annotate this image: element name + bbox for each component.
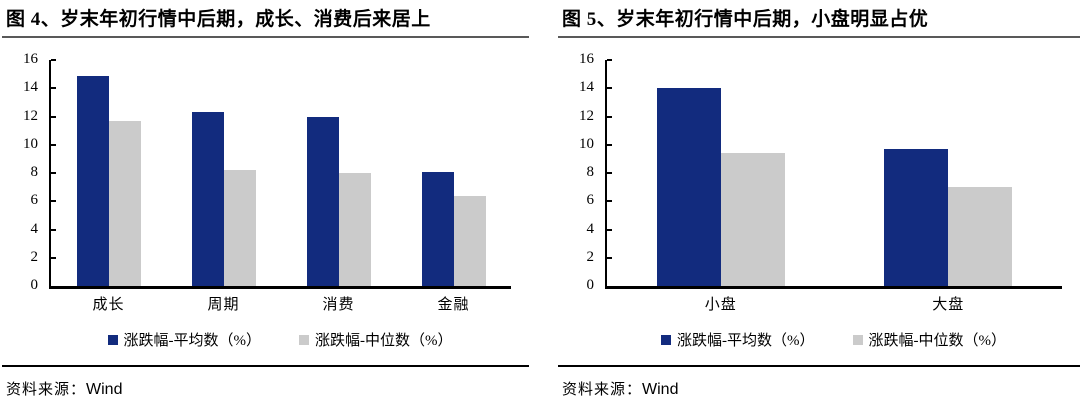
y-tick-mark (51, 59, 56, 61)
y-tick-label: 2 (30, 248, 39, 265)
source-name: Wind (642, 381, 679, 398)
bar-median (108, 120, 141, 286)
y-tick-mark (51, 200, 56, 203)
bar-group (421, 60, 486, 286)
bar-mean (76, 75, 109, 286)
category-label: 小盘 (704, 297, 737, 313)
y-tick-label: 6 (30, 192, 39, 209)
y-tick-label: 10 (23, 135, 38, 152)
bar-median (453, 195, 486, 286)
bar-group (76, 60, 141, 286)
source-name: Wind (86, 381, 123, 398)
category-label: 周期 (207, 297, 240, 313)
legend-label: 涨跌幅-平均数（%） (677, 333, 815, 349)
y-tick-label: 0 (586, 277, 595, 293)
figure-4-panel: 图 4、岁末年初行情中后期，成长、消费后来居上 0 2 4 6 8 10 12 14 16 成长 周… (2, 0, 529, 399)
title-divider (2, 36, 529, 38)
y-tick-label: 14 (579, 79, 594, 96)
figure-title: 图 4、岁末年初行情中后期，成长、消费后来居上 (6, 9, 431, 30)
source-note: 资料来源：Wind (562, 378, 1080, 399)
bar-median (223, 170, 256, 286)
bar-mean (884, 149, 949, 286)
bar-mean (656, 88, 721, 286)
bar-median (720, 153, 785, 286)
y-tick-label: 12 (579, 107, 594, 124)
bar-group (884, 60, 1013, 286)
source-divider (558, 365, 1080, 367)
legend-marker-icon (661, 334, 671, 345)
y-tick-label: 8 (586, 164, 595, 180)
bar-chart: 0 2 4 6 8 10 12 14 16 成长 周期 消费 金融 (23, 52, 511, 313)
y-tick-mark (607, 143, 612, 146)
y-tick-mark (51, 143, 56, 146)
legend-item: 涨跌幅-中位数（%） (299, 329, 453, 350)
y-tick-mark (51, 172, 56, 174)
y-tick-label: 2 (586, 248, 595, 265)
y-tick-mark (607, 200, 612, 203)
legend-marker-icon (852, 334, 863, 345)
y-tick-label: 12 (23, 107, 38, 124)
y-tick-label: 4 (586, 220, 595, 237)
category-label: 消费 (322, 297, 355, 313)
source-note: 资料来源：Wind (6, 378, 529, 399)
y-tick-label: 16 (579, 51, 594, 67)
plot-area: 0 2 4 6 8 10 12 14 16 小盘 大盘 (579, 52, 1062, 313)
y-tick-mark (51, 256, 56, 259)
figure-title: 图 5、岁末年初行情中后期，小盘明显占优 (562, 9, 929, 30)
y-tick-label: 4 (30, 220, 39, 237)
category-label: 大盘 (932, 297, 965, 313)
bar-mean (421, 171, 454, 286)
bar-median (948, 187, 1013, 286)
chart-legend: 涨跌幅-平均数（%） 涨跌幅-中位数（%） (49, 329, 511, 350)
chart-legend: 涨跌幅-平均数（%） 涨跌幅-中位数（%） (605, 329, 1062, 350)
plot-area: 0 2 4 6 8 10 12 14 16 成长 周期 消费 金融 (23, 52, 511, 313)
y-tick-mark (607, 87, 612, 90)
y-tick-label: 0 (30, 277, 39, 293)
bar-chart: 0 2 4 6 8 10 12 14 16 小盘 大盘 (579, 52, 1062, 313)
y-tick-mark (51, 228, 56, 231)
y-tick-label: 16 (23, 51, 38, 67)
figure-5-panel: 图 5、岁末年初行情中后期，小盘明显占优 0 2 4 6 8 10 12 14 16 小盘 大盘 涨… (558, 0, 1080, 399)
y-tick-label: 14 (23, 79, 38, 96)
bar-group (306, 60, 371, 286)
y-tick-label: 10 (579, 135, 594, 152)
y-tick-mark (607, 59, 612, 61)
legend-label: 涨跌幅-中位数（%） (315, 333, 453, 349)
y-tick-mark (607, 172, 612, 174)
bar-mean (306, 116, 339, 286)
title-divider (558, 36, 1080, 38)
legend-marker-icon (107, 334, 118, 345)
category-label: 金融 (437, 297, 470, 313)
y-tick-mark (51, 115, 56, 118)
legend-item: 涨跌幅-中位数（%） (852, 329, 1007, 350)
y-tick-label: 6 (586, 192, 595, 209)
bar-group (191, 60, 256, 286)
source-label: 资料来源： (562, 382, 643, 398)
legend-label: 涨跌幅-中位数（%） (868, 333, 1007, 349)
y-tick-mark (607, 115, 612, 118)
bar-group (656, 60, 785, 286)
bar-mean (191, 112, 224, 286)
source-label: 资料来源： (6, 382, 87, 398)
legend-label: 涨跌幅-平均数（%） (123, 333, 262, 349)
category-label: 成长 (92, 297, 125, 313)
y-tick-label: 8 (30, 164, 39, 180)
bar-median (338, 173, 371, 286)
source-divider (2, 365, 529, 367)
y-tick-mark (607, 228, 612, 231)
legend-marker-icon (299, 334, 309, 345)
legend-item: 涨跌幅-平均数（%） (661, 329, 815, 350)
y-tick-mark (607, 256, 612, 259)
y-tick-mark (51, 87, 56, 90)
legend-item: 涨跌幅-平均数（%） (107, 329, 262, 350)
